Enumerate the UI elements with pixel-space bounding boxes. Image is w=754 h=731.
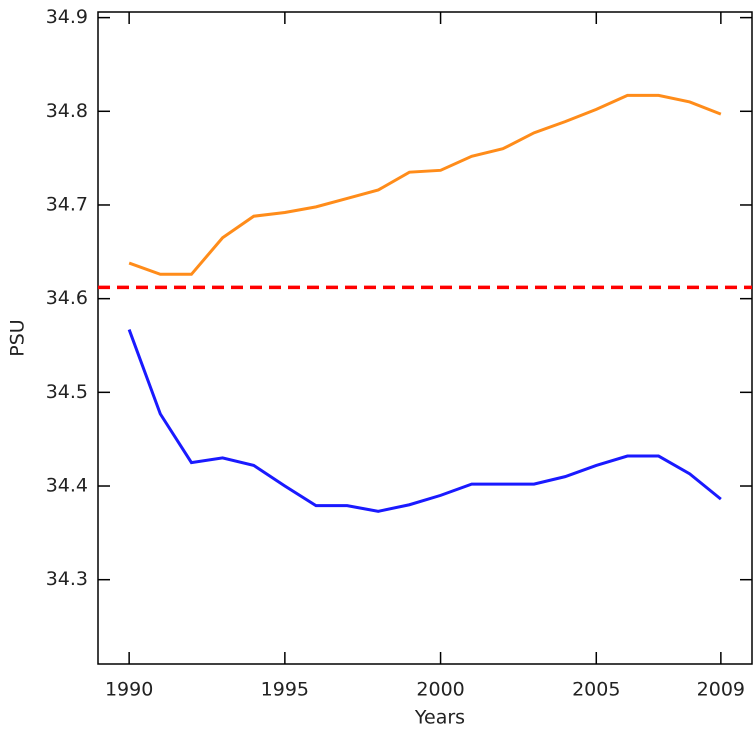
y-tick-label: 34.9 <box>46 6 88 28</box>
y-tick-label: 34.5 <box>46 381 88 403</box>
x-tick-label: 1995 <box>261 679 309 701</box>
data-line <box>128 93 722 276</box>
data-line <box>127 329 722 513</box>
x-tick-label: 2000 <box>416 679 464 701</box>
y-axis-label: PSU <box>7 319 29 356</box>
x-tick-label: 2009 <box>697 679 745 701</box>
y-tick-label: 34.7 <box>46 193 88 215</box>
y-tick-label: 34.4 <box>46 475 88 497</box>
plot-frame <box>97 11 753 665</box>
x-axis-label: Years <box>414 707 465 729</box>
x-tick-label: 1990 <box>105 679 153 701</box>
y-tick-label: 34.3 <box>46 568 88 590</box>
y-tick-label: 34.8 <box>46 100 88 122</box>
y-tick-label: 34.6 <box>46 287 88 309</box>
x-tick-label: 2005 <box>572 679 620 701</box>
